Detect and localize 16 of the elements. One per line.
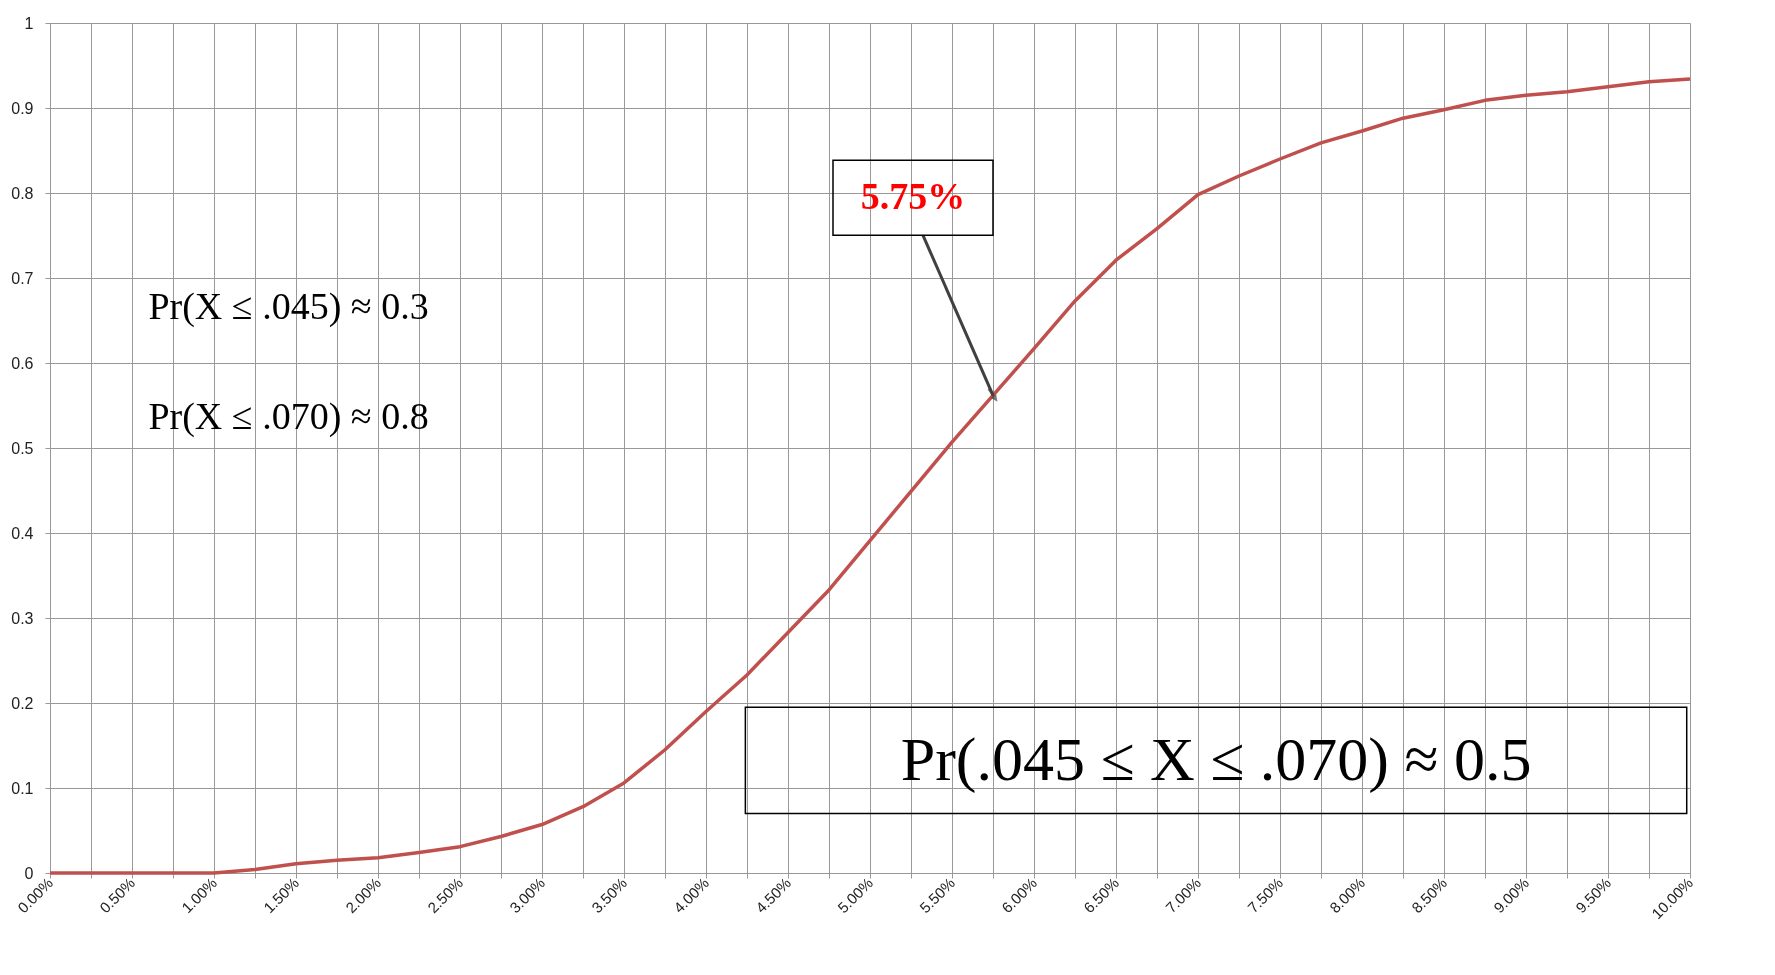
y-tick-label: 0.2 xyxy=(11,694,34,712)
y-tick-label: 0.8 xyxy=(11,184,34,202)
y-tick-label: 0.9 xyxy=(11,99,34,117)
y-tick-label: 0 xyxy=(24,864,34,882)
y-tick-label: 0.4 xyxy=(11,524,34,542)
annotation: Pr(X ≤ .045) ≈ 0.3 xyxy=(148,284,429,328)
y-tick-label: 0.6 xyxy=(11,354,34,372)
annotation: Pr(X ≤ .070) ≈ 0.8 xyxy=(148,395,429,439)
annotation: 5.75% xyxy=(860,175,966,218)
y-tick-label: 1 xyxy=(24,14,34,32)
y-tick-label: 0.7 xyxy=(11,269,34,287)
y-tick-label: 0.3 xyxy=(11,609,34,627)
annotation: Pr(.045 ≤ X ≤ .070) ≈ 0.5 xyxy=(900,724,1532,794)
y-tick-label: 0.1 xyxy=(11,779,34,797)
y-tick-label: 0.5 xyxy=(11,439,34,457)
line-series xyxy=(48,77,1692,875)
